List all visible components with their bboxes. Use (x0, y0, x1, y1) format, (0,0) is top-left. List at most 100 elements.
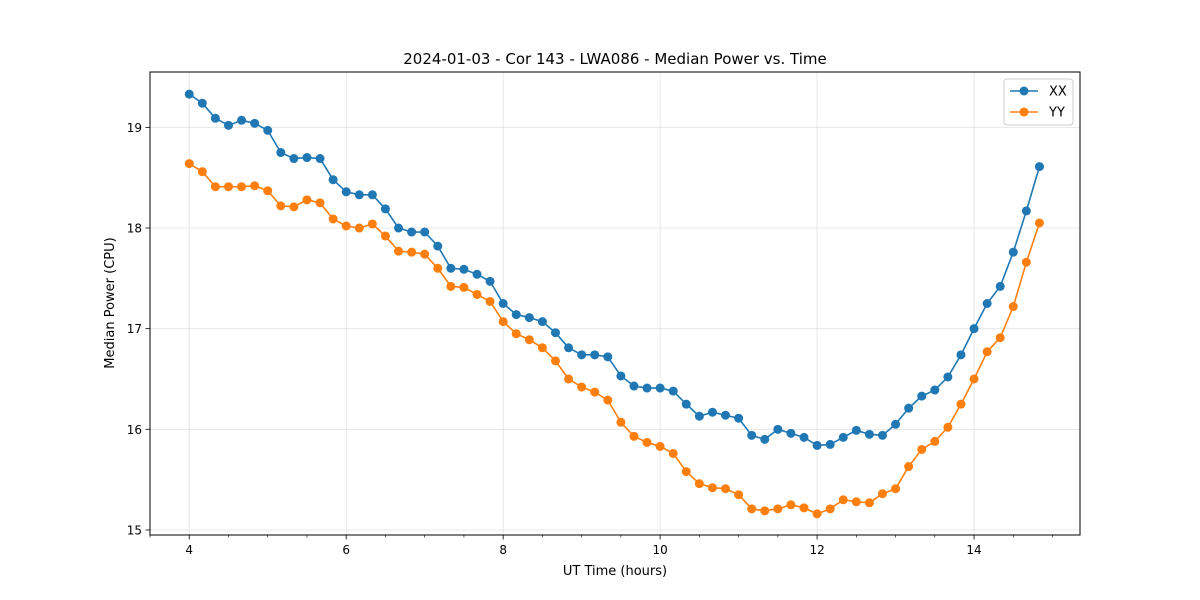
series-xx-point (760, 434, 770, 444)
series-yy-point (969, 374, 979, 384)
series-yy-point (655, 441, 665, 451)
series-yy-point (1008, 302, 1018, 312)
series-xx-point (930, 385, 940, 395)
x-axis-ticks: 4 6 8 10 12 14 (149, 535, 1053, 557)
series-yy-point (328, 214, 338, 224)
series-xx-point (184, 89, 194, 99)
series-yy-point (982, 347, 992, 357)
series-yy-point (511, 329, 521, 339)
series-yy-point (694, 479, 704, 489)
x-tick-label: 10 (652, 543, 667, 557)
series-xx-point (917, 391, 927, 401)
series-yy-point (642, 437, 652, 447)
series-xx-point (969, 324, 979, 334)
series-xx-point (838, 432, 848, 442)
x-tick-label: 14 (966, 543, 981, 557)
y-axis-ticks: 15 16 17 18 19 (127, 121, 150, 537)
series-yy-point (263, 186, 273, 196)
series-yy-point (734, 490, 744, 500)
x-tick-label: 8 (499, 543, 507, 557)
series-yy-point (851, 497, 861, 507)
series-xx-point (341, 187, 351, 197)
series-yy-point (1021, 257, 1031, 267)
x-axis-label: UT Time (hours) (563, 564, 667, 579)
series-xx-point (812, 440, 822, 450)
series-yy-point (825, 504, 835, 514)
series-layer (184, 89, 1044, 519)
series-xx-point (642, 383, 652, 393)
series-xx-point (550, 328, 560, 338)
series-xx-point (707, 407, 717, 417)
series-xx-point (851, 425, 861, 435)
series-xx-point (956, 350, 966, 360)
series-yy-point (877, 489, 887, 499)
series-xx-point (407, 227, 417, 237)
series-yy-point (276, 201, 286, 211)
series-yy-point (367, 219, 377, 229)
series-yy-point (930, 436, 940, 446)
series-yy-point (1034, 218, 1044, 228)
series-xx-point (681, 399, 691, 409)
series-yy-point (838, 495, 848, 505)
x-tick-label: 12 (809, 543, 824, 557)
series-yy-point (315, 198, 325, 208)
series-yy-point (616, 417, 626, 427)
series-xx-point (734, 413, 744, 423)
series-yy-point (524, 335, 534, 345)
series-xx-point (590, 350, 600, 360)
series-xx-point (1021, 206, 1031, 216)
series-xx-point (446, 263, 456, 273)
series-xx-point (237, 115, 247, 125)
y-tick-label: 15 (127, 523, 142, 537)
y-tick-label: 16 (127, 423, 142, 437)
series-yy-point (341, 221, 351, 231)
series-xx-point (982, 299, 992, 308)
series-yy-point (197, 167, 207, 177)
y-tick-label: 19 (127, 121, 142, 135)
series-yy-point (289, 202, 299, 212)
x-tick-label: 6 (342, 543, 350, 557)
series-yy-point (603, 395, 613, 405)
series-yy-point (354, 223, 364, 233)
series-xx-point (891, 419, 901, 429)
series-xx-point (380, 204, 390, 214)
series-xx-point (747, 430, 757, 440)
series-yy-point (760, 506, 770, 516)
series-xx-point (223, 120, 233, 130)
series-yy-point (472, 289, 482, 299)
series-xx-point (433, 241, 443, 251)
series-yy-point (747, 504, 757, 514)
series-xx-point (786, 428, 796, 438)
series-xx-point (864, 429, 874, 439)
legend-xx-label: XX (1049, 85, 1067, 100)
series-xx-point (629, 381, 639, 391)
series-xx-point (459, 264, 469, 274)
series-xx-point (721, 410, 731, 420)
series-yy-point (302, 195, 312, 205)
series-yy-point (433, 263, 443, 273)
plot-frame (149, 71, 1081, 536)
series-xx-point (799, 432, 809, 442)
series-yy (184, 159, 1044, 519)
series-xx-point (197, 98, 207, 108)
series-yy-point (564, 374, 574, 384)
series-xx-point (577, 350, 587, 360)
series-yy-point (380, 231, 390, 241)
series-yy-point (773, 504, 783, 514)
series-xx-point (328, 175, 338, 185)
series-xx-point (302, 153, 312, 163)
series-yy-point (537, 343, 547, 353)
series-xx-point (773, 424, 783, 434)
series-yy-point (799, 503, 809, 513)
series-xx-point (276, 148, 286, 158)
series-yy-point (550, 356, 560, 366)
series-xx-point (289, 154, 299, 164)
series-xx-point (498, 299, 508, 308)
series-xx-point (210, 113, 220, 123)
y-tick-label: 18 (127, 222, 142, 236)
series-xx-point (511, 310, 521, 320)
series-xx-point (564, 343, 574, 353)
series-yy-point (184, 159, 194, 169)
series-yy-point (707, 483, 717, 493)
